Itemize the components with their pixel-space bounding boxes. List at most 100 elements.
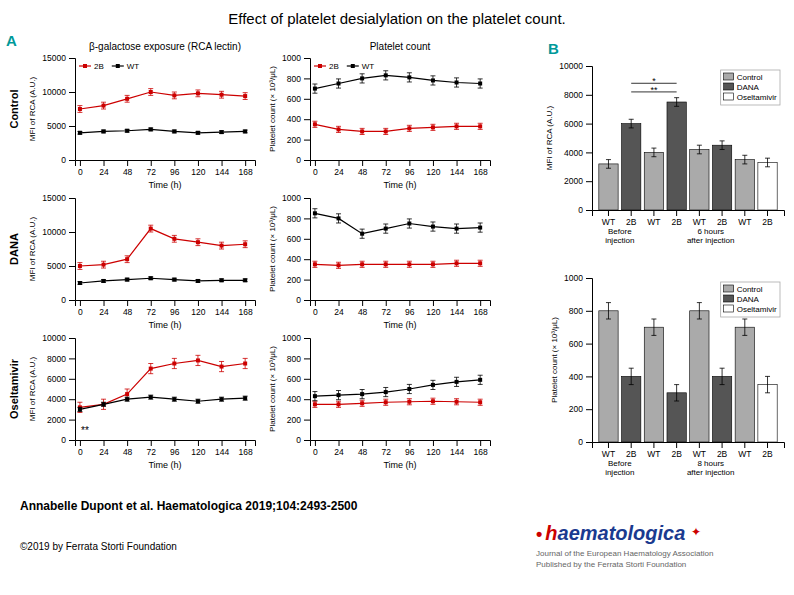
tick: 144 bbox=[215, 300, 229, 317]
tick-mark bbox=[304, 399, 310, 400]
tick: 48 bbox=[123, 300, 133, 317]
tick-label: 120 bbox=[426, 307, 440, 317]
marker bbox=[78, 407, 82, 411]
tick: 0 bbox=[296, 435, 310, 445]
marker bbox=[125, 278, 129, 282]
marker bbox=[149, 367, 153, 371]
row-label: Control bbox=[8, 89, 20, 128]
tick: 8000 bbox=[564, 90, 592, 100]
logo: h bbox=[545, 522, 557, 544]
tick: 48 bbox=[358, 300, 368, 317]
x-axis-label: Time (h) bbox=[383, 460, 416, 470]
y-axis-label: Platelet count (× 10³/μL) bbox=[268, 206, 277, 292]
tick-mark bbox=[69, 232, 75, 233]
tick-mark bbox=[174, 300, 175, 306]
panel: 02448729612014416802004006008001000Time … bbox=[268, 333, 490, 470]
error-bar bbox=[360, 390, 365, 399]
tick: 600 bbox=[287, 234, 310, 244]
marker bbox=[407, 222, 411, 226]
bar bbox=[690, 311, 709, 442]
tick-label: 4000 bbox=[47, 394, 66, 404]
legend: 2BWT bbox=[79, 62, 139, 71]
x-axis: WT2BWT2BWT2BWT2B bbox=[593, 442, 785, 459]
tick-mark bbox=[676, 210, 677, 216]
panel: 02448729612014416802004006008001000Time … bbox=[268, 193, 490, 330]
y-axis: 02004006008001000 bbox=[282, 53, 310, 165]
y-axis: 050001000015000 bbox=[42, 53, 75, 165]
tick-mark bbox=[586, 376, 592, 377]
tick-label: WT bbox=[738, 449, 751, 459]
citation: Annabelle Dupont et al. Haematologica 20… bbox=[20, 499, 358, 513]
error-bar bbox=[243, 279, 248, 282]
tick: 24 bbox=[99, 300, 109, 317]
tick-label: 600 bbox=[287, 374, 301, 384]
tick: 1000 bbox=[564, 273, 592, 283]
tick: 144 bbox=[215, 160, 229, 177]
x-axis: WT2BWT2BWT2BWT2B bbox=[593, 210, 785, 227]
tick: WT bbox=[738, 210, 751, 227]
axis-line bbox=[69, 199, 76, 301]
tick-label: 96 bbox=[405, 167, 415, 177]
tick-label: 0 bbox=[313, 167, 318, 177]
tick-mark bbox=[304, 358, 310, 359]
tick-mark bbox=[127, 440, 128, 446]
error-bar bbox=[360, 261, 365, 267]
tick: 168 bbox=[239, 160, 253, 177]
tick-label: 2000 bbox=[564, 176, 583, 186]
series-line bbox=[80, 229, 245, 266]
tick-mark bbox=[198, 160, 199, 166]
error-bar bbox=[454, 123, 459, 129]
marker bbox=[407, 75, 411, 79]
tick: 168 bbox=[239, 440, 253, 457]
tick-label: 400 bbox=[287, 254, 301, 264]
y-axis: 02004006008001000 bbox=[282, 333, 310, 445]
x-axis-label: Time (h) bbox=[383, 320, 416, 330]
tick: 2B bbox=[626, 210, 637, 227]
error-bar bbox=[383, 224, 388, 233]
tick-mark bbox=[127, 300, 128, 306]
tick-mark bbox=[304, 338, 310, 339]
error-bar bbox=[77, 282, 82, 285]
legend-label: WT bbox=[362, 62, 375, 71]
tick: 1000 bbox=[282, 333, 310, 343]
marker bbox=[337, 82, 341, 86]
tick-label: 168 bbox=[474, 447, 488, 457]
tick: 4000 bbox=[47, 394, 75, 404]
tick-label: 10000 bbox=[42, 87, 66, 97]
tick: 120 bbox=[191, 300, 205, 317]
marker bbox=[220, 93, 224, 97]
tick-mark bbox=[304, 78, 310, 79]
tick: 0 bbox=[78, 160, 83, 177]
error-bar bbox=[172, 130, 177, 133]
tick-mark bbox=[304, 239, 310, 240]
marker bbox=[102, 402, 106, 406]
marker bbox=[384, 400, 388, 404]
tick-label: 8000 bbox=[564, 90, 583, 100]
tick-mark bbox=[315, 160, 316, 166]
error-bar bbox=[172, 92, 177, 99]
tick-label: 8000 bbox=[47, 354, 66, 364]
axis-line bbox=[304, 59, 311, 161]
error-bar bbox=[243, 93, 248, 100]
tick-label: 800 bbox=[287, 74, 301, 84]
tick-label: 120 bbox=[426, 167, 440, 177]
legend-swatch bbox=[318, 64, 322, 68]
tick-label: 1000 bbox=[282, 53, 301, 63]
tick-mark bbox=[433, 300, 434, 306]
tick-label: 200 bbox=[287, 135, 301, 145]
bar bbox=[735, 327, 754, 442]
marker bbox=[149, 127, 153, 131]
marker bbox=[78, 264, 82, 268]
tick: 120 bbox=[191, 440, 205, 457]
tick-mark bbox=[586, 344, 592, 345]
error-bar bbox=[336, 262, 341, 268]
marker bbox=[407, 387, 411, 391]
marker bbox=[407, 400, 411, 404]
marker bbox=[172, 93, 176, 97]
tick-label: 5000 bbox=[47, 261, 66, 271]
tick-mark bbox=[608, 210, 609, 216]
title: Effect of platelet desialylation on the … bbox=[228, 10, 565, 27]
marker bbox=[455, 124, 459, 128]
tick-label: 0 bbox=[313, 447, 318, 457]
tick: 72 bbox=[382, 160, 392, 177]
